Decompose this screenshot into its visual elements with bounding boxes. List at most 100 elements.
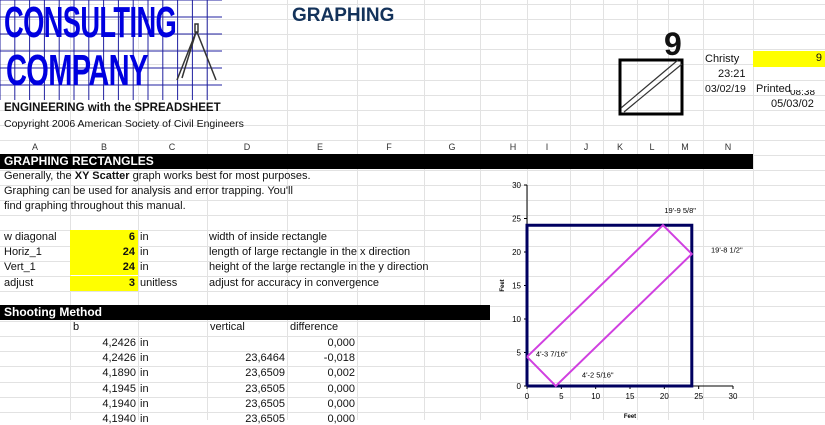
input-value[interactable]: 6 [70, 230, 138, 245]
column-header-K[interactable]: K [616, 142, 623, 152]
company-logo: CONSULTING COMPANY [0, 0, 222, 101]
b-value: 4,1890 [102, 367, 136, 380]
column-gridline [70, 0, 71, 420]
x-tick-label: 15 [626, 392, 635, 401]
difference-value: 0,000 [327, 337, 355, 349]
input-label: adjust [4, 276, 34, 289]
intro-line-1: Generally, the XY Scatter graph works be… [4, 170, 311, 182]
input-unit: in [140, 261, 149, 274]
b-value: 4,2426 [102, 337, 136, 349]
intro-line-1-pre: Generally, the [4, 170, 75, 182]
subtitle: ENGINEERING with the SPREADSHEET [4, 102, 221, 114]
b-unit: in [140, 413, 149, 425]
row-gridline [0, 19, 825, 20]
logo-line1: CONSULTING [4, 0, 177, 47]
highlight-value-cell[interactable]: 9 [753, 51, 825, 67]
row-gridline [0, 291, 825, 292]
y-tick-label: 5 [517, 349, 522, 358]
dimension-label: 4'-3 7/16" [536, 350, 568, 359]
column-gridline [480, 0, 481, 420]
row-gridline [0, 185, 825, 186]
page-title: GRAPHING [292, 5, 395, 26]
column-header-C[interactable]: C [168, 142, 176, 152]
chapter-diagonal-box-icon [618, 58, 684, 116]
row-gridline [0, 261, 825, 262]
vertical-value: 23,6505 [245, 397, 285, 410]
row-gridline [0, 200, 825, 201]
y-tick-label: 10 [512, 315, 521, 324]
y-tick-label: 25 [512, 215, 521, 224]
row-gridline [0, 351, 825, 352]
row-gridline [0, 382, 825, 383]
difference-value: 0,002 [327, 367, 355, 380]
x-axis-title: Feet [624, 414, 636, 420]
column-gridline [287, 0, 288, 420]
column-header-H[interactable]: H [509, 142, 517, 152]
b-unit: in [140, 337, 149, 349]
series-0-line [525, 223, 694, 388]
row-gridline [0, 110, 825, 111]
b-value: 4,2426 [102, 352, 136, 365]
chapter-number: 9 [664, 26, 682, 62]
input-value[interactable]: 24 [70, 245, 138, 261]
column-header-M[interactable]: M [681, 142, 689, 152]
b-unit: in [140, 382, 149, 395]
intro-line-1-post: graph works best for most purposes. [129, 170, 311, 182]
row-gridline [0, 366, 825, 367]
input-unit: unitless [140, 276, 178, 289]
x-tick-label: 10 [591, 392, 600, 401]
row-gridline [0, 140, 825, 141]
row-gridline [0, 246, 825, 247]
x-tick-label: 5 [559, 392, 564, 401]
input-value[interactable]: 3 [70, 275, 138, 291]
difference-value: 0,000 [327, 413, 355, 425]
y-axis-title: Feet [500, 279, 506, 291]
row-gridline [0, 34, 825, 35]
input-value[interactable]: 24 [70, 260, 138, 276]
logo-grid [0, 0, 222, 100]
column-header-F[interactable]: F [386, 142, 392, 152]
printed-label: Printed [756, 83, 791, 95]
intro-line-3: find graphing throughout this manual. [4, 200, 186, 212]
date-value: 03/02/19 [705, 83, 746, 95]
column-header-N[interactable]: N [724, 142, 732, 152]
column-header-G[interactable]: G [448, 142, 456, 152]
difference-value: 0,000 [327, 382, 355, 395]
b-unit: in [140, 352, 149, 365]
rectangle-scatter-chart[interactable]: 0 5 10 15 20 25 30 0 5 10 15 20 25 30 19'-9 5/8" 19'-8 … [490, 175, 760, 420]
dimension-label: 19'-8 1/2" [711, 246, 743, 255]
column-gridline [138, 0, 139, 420]
vertical-value: 23,6505 [245, 382, 285, 395]
column-header-A[interactable]: A [31, 142, 38, 152]
input-unit: in [140, 231, 149, 243]
section-header-shooting-method: Shooting Method [0, 305, 490, 320]
input-label: Horiz_1 [4, 246, 42, 259]
difference-value: -0,018 [323, 352, 355, 365]
column-gridline [603, 0, 604, 420]
row-gridline [0, 49, 825, 50]
row-gridline [0, 64, 825, 65]
row-gridline [0, 397, 825, 398]
column-header-D[interactable]: D [243, 142, 251, 152]
column-header-B[interactable]: B [100, 142, 107, 152]
series-1-line [526, 223, 694, 388]
column-gridline [703, 0, 704, 420]
column-gridline [668, 0, 669, 420]
row-gridline [0, 230, 825, 231]
input-description: height of the large rectangle in the y d… [209, 261, 429, 274]
b-value: 4,1945 [102, 382, 136, 395]
row-gridline [0, 170, 825, 171]
column-header-E[interactable]: E [316, 142, 323, 152]
column-header-I[interactable]: I [545, 142, 549, 152]
column-header-L[interactable]: L [649, 142, 655, 152]
row-gridline [0, 412, 825, 413]
row-gridline [0, 80, 825, 81]
dimension-label: 4'-2 5/16" [582, 370, 614, 379]
y-tick-label: 30 [512, 181, 521, 190]
vertical-value: 23,6509 [245, 367, 285, 380]
column-header-J[interactable]: J [583, 142, 589, 152]
printed-time: 08:38 [790, 90, 816, 96]
input-description: length of large rectangle in the x direc… [209, 246, 411, 259]
section-header-graphing-rectangles: GRAPHING RECTANGLES [0, 154, 753, 169]
row-gridline [0, 125, 825, 126]
